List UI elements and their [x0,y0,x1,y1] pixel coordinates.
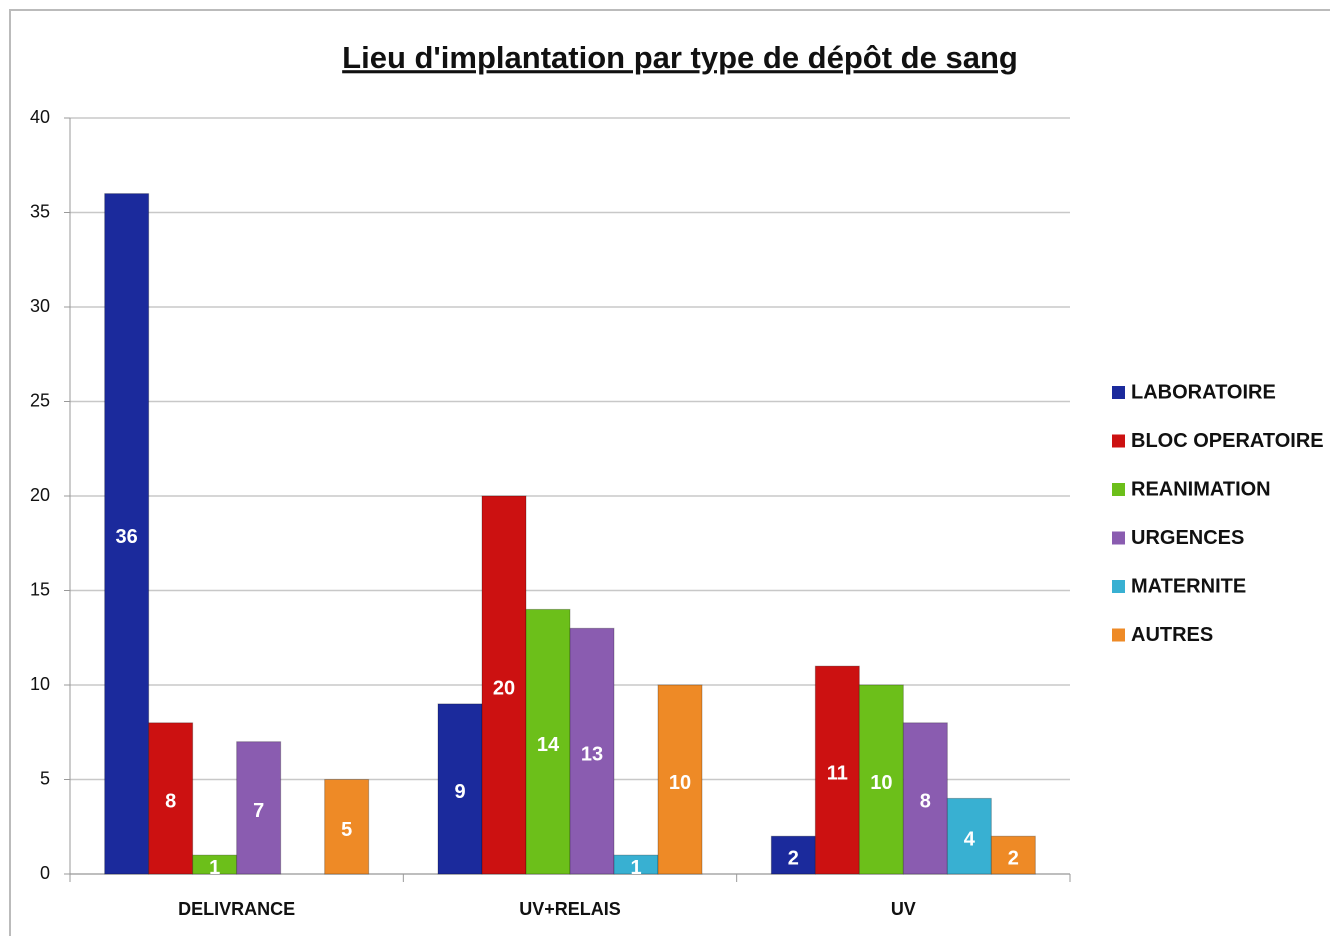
frame [9,9,1330,936]
bar [481,495,527,875]
data-label: 4 [964,828,976,850]
x-tick-label: DELIVRANCE [178,899,295,919]
y-tick-label: 15 [30,579,50,599]
bar [858,684,904,875]
data-label: 14 [537,734,560,756]
bar [104,193,150,875]
y-tick-label: 10 [30,674,50,694]
data-label: 2 [788,847,799,869]
data-label: 13 [581,743,603,765]
bar [569,627,615,875]
legend-label: MATERNITE [1131,575,1246,597]
bar [437,703,483,875]
legend-label: AUTRES [1131,624,1213,646]
bar [324,779,370,875]
chart-title: Lieu d'implantation par type de dépôt de… [342,40,1018,75]
bar [236,741,282,875]
data-label: 8 [165,791,176,813]
y-tick-label: 35 [30,201,50,221]
legend-label: BLOC OPERATOIRE [1131,430,1324,452]
y-tick-label: 5 [40,768,50,788]
y-tick-label: 25 [30,390,50,410]
legend-label: LABORATOIRE [1131,381,1276,403]
x-tick-label: UV+RELAIS [519,899,621,919]
x-tick-label: UV [891,899,916,919]
data-label: 10 [870,772,892,794]
legend-swatch [1112,531,1125,545]
bar [990,835,1036,875]
legend-swatch [1112,386,1125,399]
legend-label: REANIMATION [1131,478,1271,500]
data-label: 11 [827,762,848,784]
legend-swatch [1112,580,1125,593]
y-tick-label: 0 [40,863,50,883]
bar [902,722,948,875]
bar [814,665,860,875]
data-label: 10 [669,772,691,794]
data-label: 9 [454,781,465,803]
data-label: 20 [493,677,515,699]
data-label: 7 [253,800,264,822]
legend-swatch [1112,483,1125,496]
bar [657,684,703,875]
data-label: 2 [1008,847,1019,869]
data-label: 8 [920,791,931,813]
y-tick-label: 20 [30,485,50,505]
bar [770,835,816,875]
legend-label: URGENCES [1131,527,1244,549]
bar [148,722,194,875]
bar [525,608,571,875]
bar [946,797,992,875]
legend-swatch [1112,628,1125,642]
y-tick-label: 30 [30,296,50,316]
data-label: 36 [116,526,138,548]
data-label: 1 [630,857,641,879]
legend-swatch [1112,434,1125,448]
y-tick-label: 40 [30,107,50,127]
data-label: 5 [341,819,352,841]
data-label: 1 [209,857,220,879]
